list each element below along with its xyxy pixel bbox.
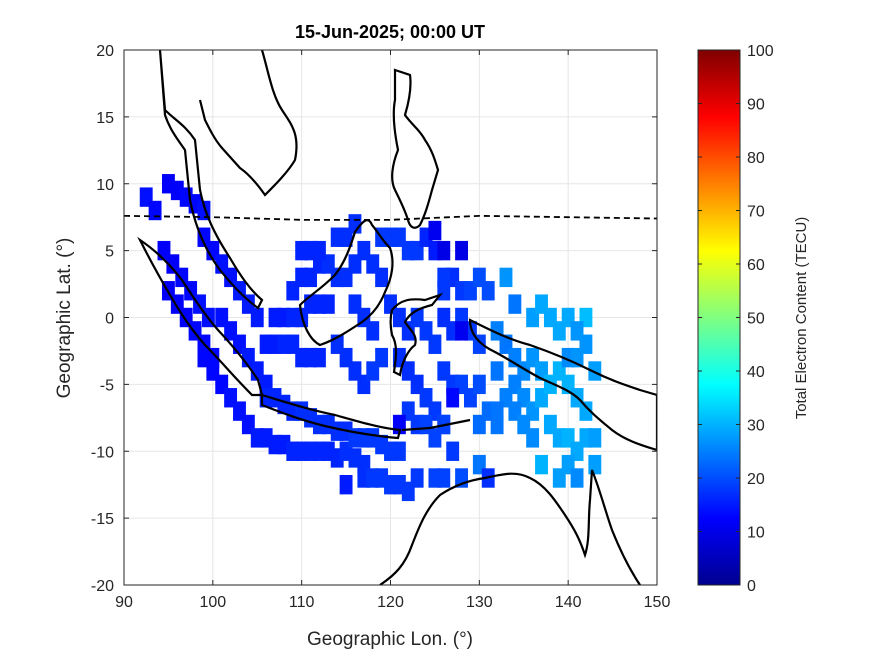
x-tick-labels: 90 100 110 120 130 140 150 (115, 594, 670, 611)
tec-cell (588, 361, 602, 381)
y-tick-label: 20 (96, 43, 114, 60)
tec-cell (588, 454, 602, 475)
tec-cell (570, 468, 584, 488)
coastline-borneo (298, 219, 394, 347)
tec-cell (588, 428, 602, 448)
y-tick-label: -5 (100, 377, 114, 394)
x-tick-label: 110 (289, 594, 315, 611)
colorbar-tick-label: 70 (747, 204, 765, 221)
tec-cell (446, 388, 460, 408)
x-tick-label: 90 (115, 594, 133, 611)
y-axis-label: Geographic Lat. (°) (54, 238, 75, 399)
colorbar-label: Total Electron Content (TECU) (793, 217, 810, 420)
colorbar-tick-label: 100 (747, 43, 774, 60)
y-tick-labels: 20 15 10 5 0 -5 -10 -15 -20 (91, 43, 114, 595)
colorbar-tick-label: 60 (747, 257, 765, 274)
tec-cell (339, 474, 353, 495)
tec-cells (139, 174, 602, 502)
colorbar-tick-label: 30 (747, 418, 765, 435)
x-tick-label: 130 (466, 594, 493, 611)
x-tick-label: 120 (377, 594, 404, 611)
coastline-indochina (198, 50, 298, 197)
y-tick-label: 10 (96, 177, 114, 194)
coastline-new-guinea (468, 318, 657, 452)
tec-cell (321, 294, 335, 314)
tec-cell (499, 267, 513, 288)
tec-cell (392, 441, 406, 461)
tec-cell (508, 294, 522, 314)
magnetic-equator-line (124, 214, 657, 221)
colorbar-tick-label: 50 (747, 311, 765, 328)
y-tick-label: -15 (91, 511, 114, 528)
tec-cell (437, 240, 451, 261)
tec-cell (366, 321, 380, 341)
y-tick-label: 15 (96, 110, 114, 127)
tec-cell (455, 321, 469, 341)
tec-cell (535, 454, 548, 475)
colorbar-tick-label: 80 (747, 150, 765, 167)
tec-cell (250, 307, 264, 328)
colorbar-ticks (698, 49, 740, 586)
x-tick-label: 140 (555, 594, 582, 611)
tec-cell (428, 220, 442, 241)
coastlines (137, 50, 657, 585)
x-tick-label: 100 (199, 594, 226, 611)
tec-cell (312, 240, 326, 261)
coastline-java (260, 393, 402, 440)
colorbar-tick-label: 0 (747, 578, 756, 595)
colorbar-tick-label: 20 (747, 471, 765, 488)
tec-cell (375, 267, 389, 288)
coastline-sulawesi (389, 292, 444, 377)
tec-cell (312, 347, 326, 368)
tec-cell (428, 334, 442, 354)
tec-cell (446, 441, 460, 461)
tec-cell (579, 334, 593, 354)
y-tick-label: -20 (91, 578, 114, 595)
colorbar-tick-label: 90 (747, 97, 765, 114)
tec-cell (552, 468, 566, 488)
coastline-lesser-sunda (401, 418, 471, 432)
axis-ticks (123, 49, 658, 586)
x-axis-label: Geographic Lon. (°) (307, 629, 473, 650)
tec-cell (410, 468, 424, 488)
y-tick-label: 0 (105, 311, 114, 328)
tec-cell (481, 281, 495, 301)
colorbar-tick-label: 40 (747, 364, 765, 381)
tec-cell (437, 267, 451, 288)
tec-cell (579, 401, 593, 421)
tec-cell (375, 347, 389, 368)
coastline-philippines (391, 68, 440, 229)
colorbar (697, 49, 741, 586)
coastline-australia (379, 469, 641, 585)
tec-cell (472, 374, 486, 395)
y-tick-label: 5 (105, 244, 114, 261)
tec-cell (490, 361, 504, 381)
tec-cell (490, 401, 504, 421)
tec-cell (526, 428, 540, 448)
colorbar-tick-label: 10 (747, 525, 765, 542)
chart-title: 15-Jun-2025; 00:00 UT (295, 22, 485, 42)
x-tick-label: 150 (644, 594, 671, 611)
tec-cell (437, 468, 451, 488)
coastline-malay-peninsula (158, 50, 264, 310)
y-tick-label: -10 (91, 444, 114, 461)
tec-cell (455, 240, 469, 261)
tec-cell (148, 200, 162, 221)
